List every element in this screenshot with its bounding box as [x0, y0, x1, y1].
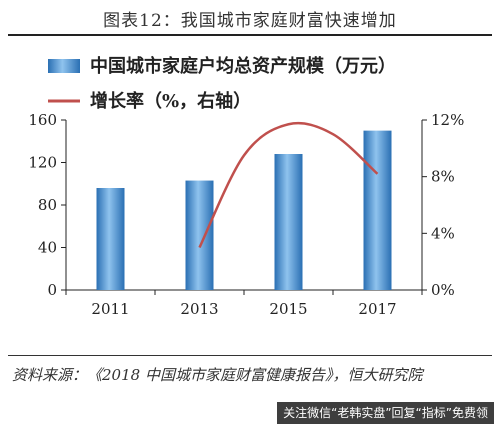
- left-tick-label: 40: [38, 239, 57, 257]
- right-tick-label: 12%: [431, 111, 464, 129]
- left-tick-label: 120: [28, 154, 57, 172]
- bar: [363, 130, 392, 290]
- x-tick-label: 2011: [91, 300, 129, 318]
- bar: [185, 180, 214, 290]
- bar: [274, 154, 303, 290]
- right-tick-label: 8%: [431, 168, 455, 186]
- bar-series: [96, 130, 392, 290]
- growth-rate-series: [198, 121, 379, 249]
- chart-legend: 中国城市家庭户均总资产规模（万元） 增长率（%，右轴）: [48, 55, 396, 112]
- left-tick-label: 0: [47, 281, 57, 299]
- bar: [96, 188, 125, 290]
- source-divider: [8, 355, 492, 356]
- growth-rate-line: [198, 121, 379, 249]
- x-tick-label: 2017: [358, 300, 396, 318]
- chart-axes: 0 40 80 120 160 0% 4% 8% 12% 2011 2013 2015 2017: [28, 111, 464, 318]
- watermark: 关注微信“老韩实盘”回复“指标”免费领: [277, 402, 494, 424]
- chart: 中国城市家庭户均总资产规模（万元） 增长率（%，右轴） 0 40 80 120 160 0%…: [28, 55, 464, 318]
- left-tick-label: 160: [28, 111, 57, 129]
- title-divider: [8, 34, 492, 36]
- source-note: 资料来源：《2018 中国城市家庭财富健康报告》，恒大研究院: [12, 366, 423, 384]
- right-tick-label: 4%: [431, 224, 455, 242]
- page-title: 图表12：我国城市家庭财富快速增加: [103, 11, 397, 31]
- legend-bar-label: 中国城市家庭户均总资产规模（万元）: [90, 55, 396, 77]
- legend-line-label: 增长率（%，右轴）: [90, 90, 251, 112]
- left-tick-label: 80: [38, 196, 57, 214]
- x-tick-label: 2015: [269, 300, 307, 318]
- legend-bar-swatch: [48, 59, 80, 73]
- x-tick-label: 2013: [180, 300, 218, 318]
- right-tick-label: 0%: [431, 281, 455, 299]
